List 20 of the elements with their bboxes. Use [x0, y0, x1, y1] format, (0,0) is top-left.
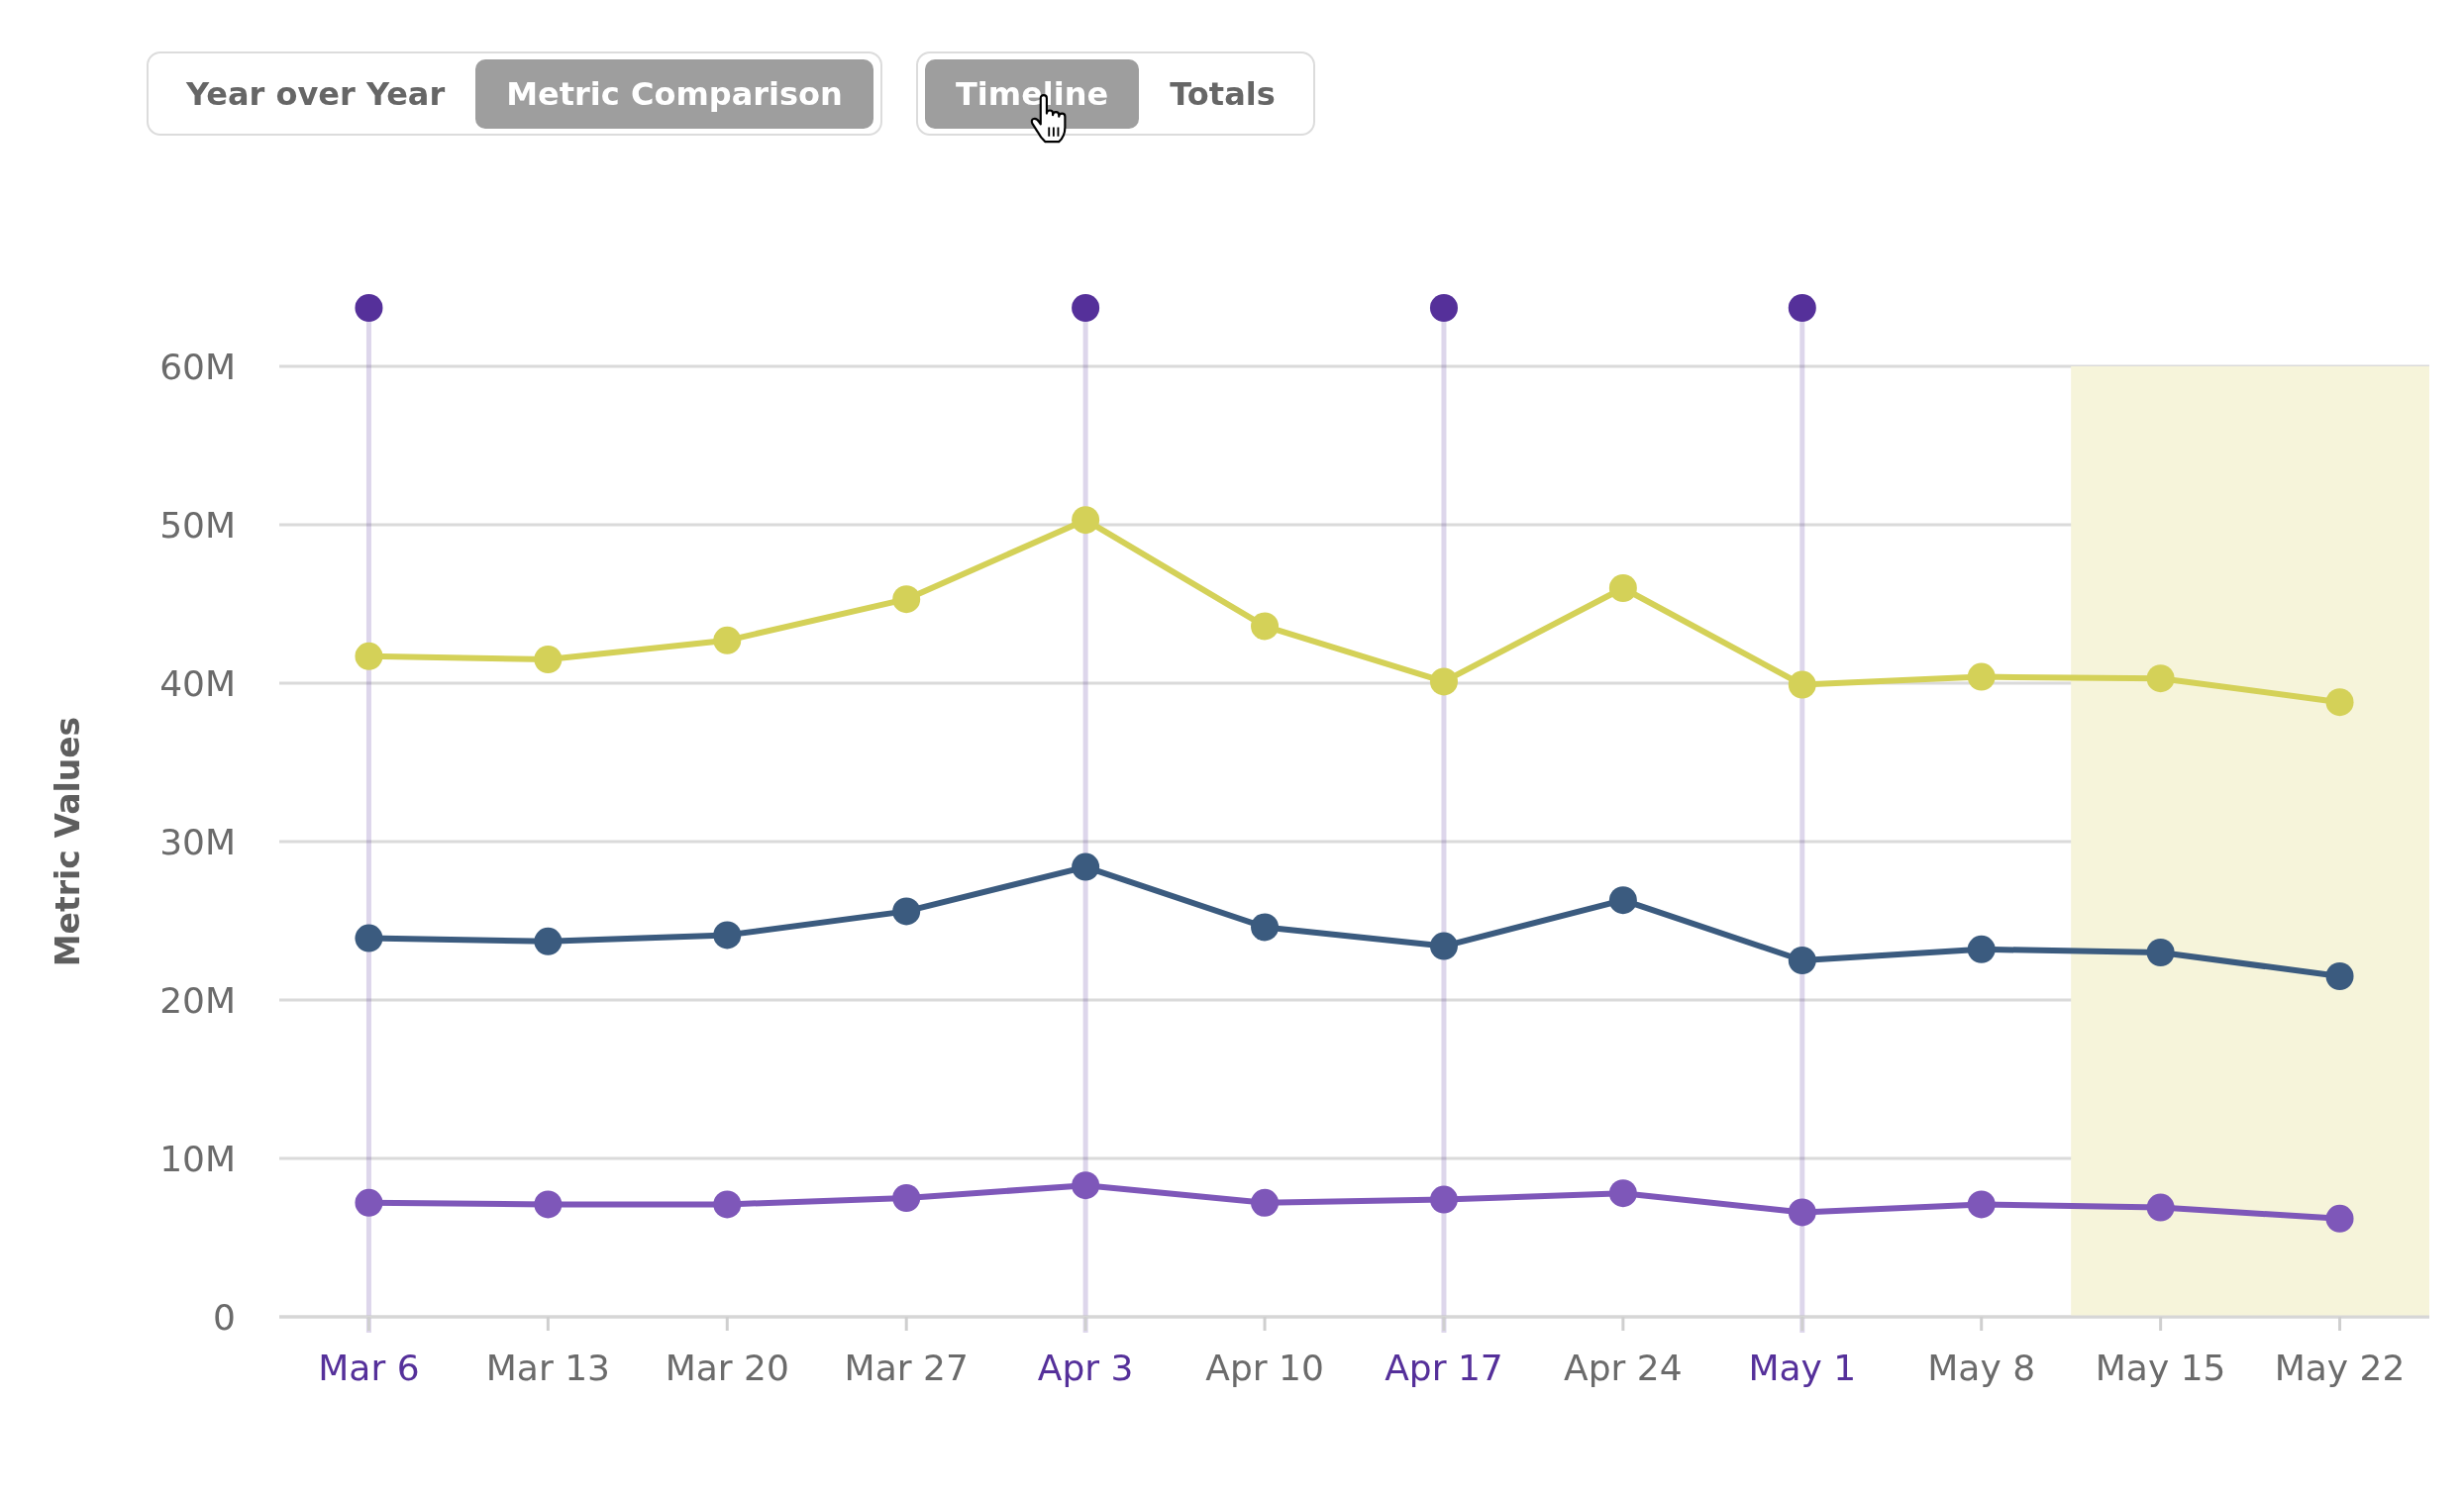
- x-tick-label: Mar 13: [485, 1347, 610, 1388]
- y-tick-label: 60M: [159, 346, 236, 387]
- y-tick-label: 50M: [159, 504, 236, 546]
- x-tick-label: Mar 6: [318, 1347, 420, 1388]
- y-tick-label: 40M: [159, 662, 236, 704]
- x-tick-label: Apr 17: [1385, 1347, 1503, 1388]
- x-tick-label: May 15: [2095, 1347, 2226, 1388]
- y-tick-label: 0: [213, 1296, 236, 1338]
- x-tick-label: May 8: [1927, 1347, 2036, 1388]
- x-tick-label: May 22: [2274, 1347, 2406, 1388]
- x-tick-label: Apr 10: [1205, 1347, 1324, 1388]
- x-tick-label: Mar 20: [665, 1347, 789, 1388]
- y-tick-label: 30M: [159, 821, 236, 862]
- x-tick-label: Apr 24: [1564, 1347, 1683, 1388]
- y-axis-title: Metric Values: [48, 716, 87, 967]
- x-tick-label: Mar 27: [844, 1347, 969, 1388]
- y-tick-label: 10M: [159, 1138, 236, 1179]
- x-tick-label: May 1: [1748, 1347, 1857, 1388]
- x-tick-label: Apr 3: [1037, 1347, 1134, 1388]
- y-tick-label: 20M: [159, 979, 236, 1021]
